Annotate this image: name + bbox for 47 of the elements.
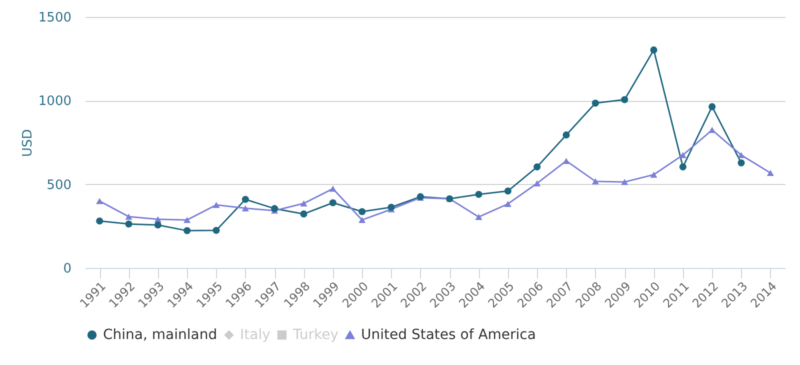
point <box>562 158 570 164</box>
point <box>475 214 482 220</box>
point <box>766 170 774 176</box>
point <box>475 190 482 198</box>
point <box>212 202 220 208</box>
point <box>125 220 132 228</box>
point <box>329 199 336 206</box>
point <box>679 152 686 158</box>
point <box>562 131 570 138</box>
point <box>534 163 541 170</box>
legend-label: United States of America <box>361 327 536 343</box>
point <box>358 208 366 216</box>
point <box>154 221 162 229</box>
point <box>504 188 512 195</box>
point <box>358 216 366 224</box>
point <box>504 200 512 207</box>
point <box>96 217 104 225</box>
point <box>212 226 220 234</box>
y-tick-label: 0 <box>63 262 72 276</box>
point <box>388 204 395 211</box>
point <box>621 178 628 186</box>
point <box>679 163 686 170</box>
point <box>125 214 132 220</box>
point <box>242 205 249 212</box>
point <box>650 172 658 178</box>
point <box>621 96 628 104</box>
point <box>271 205 278 212</box>
point <box>708 103 716 110</box>
point <box>242 196 249 203</box>
y-tick-label: 1000 <box>38 94 72 110</box>
point <box>329 186 336 192</box>
point <box>96 198 104 204</box>
point <box>300 210 308 218</box>
point <box>738 159 745 166</box>
point <box>300 200 308 206</box>
point <box>708 126 716 134</box>
point <box>184 216 191 224</box>
y-tick-label: 1500 <box>38 10 72 26</box>
point <box>738 152 745 158</box>
point <box>650 46 658 54</box>
point <box>592 178 599 184</box>
y-axis-title: USD <box>20 129 36 157</box>
y-tick-label: 500 <box>46 178 72 193</box>
legend-label: China, mainland <box>103 327 218 343</box>
point <box>592 100 599 107</box>
point <box>534 180 541 186</box>
point <box>184 227 191 234</box>
